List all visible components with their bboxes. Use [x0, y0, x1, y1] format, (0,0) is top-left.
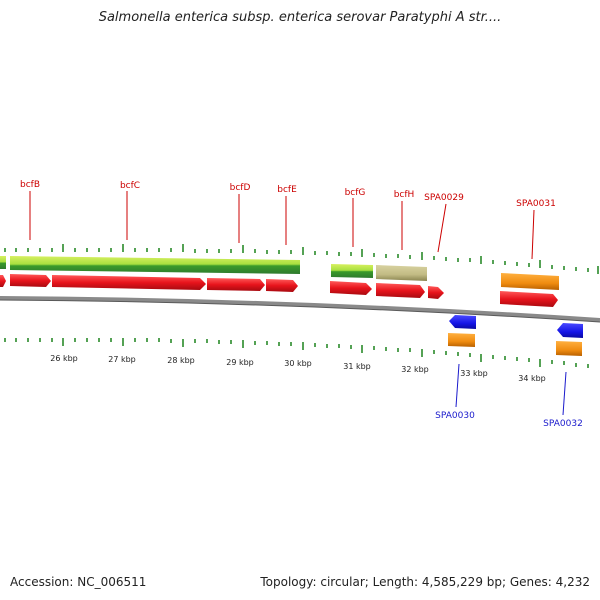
gene-label-spa0029[interactable]: SPA0029 — [424, 193, 464, 203]
reverse-genes — [449, 315, 583, 338]
scale-label-26kbp: 26 kbp — [50, 354, 78, 363]
scale-label-29kbp: 29 kbp — [226, 358, 254, 367]
scale-label-27kbp: 27 kbp — [108, 355, 136, 364]
backbone-shadow — [0, 299, 600, 323]
gene-label-bcfg[interactable]: bcfG — [345, 188, 366, 198]
gene-label-bcfb[interactable]: bcfB — [20, 180, 40, 190]
scale-label-34kbp: 34 kbp — [518, 374, 546, 383]
gene-label-spa0032[interactable]: SPA0032 — [543, 419, 583, 429]
forward-genes — [0, 274, 558, 307]
bottom-label-pointers — [455, 363, 567, 416]
backbone-line — [0, 296, 600, 322]
gene-label-bcfh[interactable]: bcfH — [394, 190, 415, 200]
scale-label-30kbp: 30 kbp — [284, 359, 312, 368]
accession-text: Accession: NC_006511 — [10, 575, 147, 589]
feature-band — [0, 256, 427, 281]
map-title: Salmonella enterica subsp. enterica sero… — [98, 10, 502, 25]
gene-label-bcfd[interactable]: bcfD — [230, 183, 251, 193]
gene-label-spa0030[interactable]: SPA0030 — [435, 411, 475, 421]
scale-label-28kbp: 28 kbp — [167, 356, 195, 365]
gene-label-spa0031[interactable]: SPA0031 — [516, 199, 556, 209]
orange-features — [448, 273, 582, 356]
upper-tick-row — [4, 244, 599, 274]
scale-label-33kbp: 33 kbp — [460, 369, 488, 378]
top-label-pointers — [29, 191, 535, 260]
gene-label-bcfc[interactable]: bcfC — [120, 181, 140, 191]
lower-tick-row — [4, 338, 589, 368]
gene-label-bcfe[interactable]: bcfE — [277, 185, 297, 195]
summary-text: Topology: circular; Length: 4,585,229 bp… — [260, 575, 590, 589]
scale-label-31kbp: 31 kbp — [343, 362, 371, 371]
scale-label-32kbp: 32 kbp — [401, 365, 429, 374]
